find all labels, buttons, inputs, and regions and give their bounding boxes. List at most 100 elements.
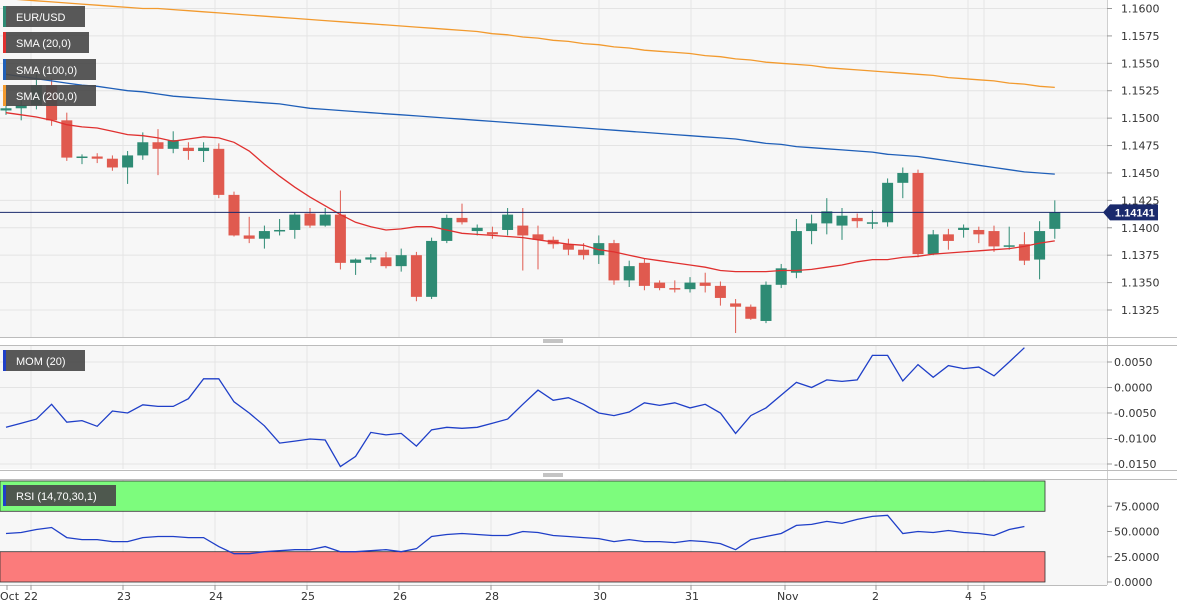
candle-body (486, 232, 498, 235)
candle (684, 277, 696, 293)
candle-body (623, 266, 635, 281)
legend-sma20-label: SMA (20,0) (16, 38, 71, 50)
price-plot (0, 0, 1107, 334)
rsi-overbought-zone (0, 480, 1046, 512)
legend-rsi-label: RSI (14,70,30,1) (16, 491, 97, 503)
candle-body (684, 282, 696, 290)
candle-body (15, 104, 27, 109)
candle-body (0, 108, 12, 111)
legend-tag-sma100[interactable]: SMA (100,0) (3, 59, 96, 80)
y-tick-label: 1.1375 (1121, 249, 1160, 262)
candle (167, 131, 179, 154)
candle-body (654, 282, 666, 289)
candle-body (213, 148, 225, 195)
candle (350, 258, 362, 275)
candle-body (608, 243, 620, 281)
y-tick-label: -0.0150 (1114, 458, 1156, 471)
legend-tag-momentum[interactable]: MOM (20) (3, 350, 85, 371)
candle-body (61, 120, 73, 158)
x-tick-label: 22 (24, 590, 38, 603)
legend-tag-rsi[interactable]: RSI (14,70,30,1) (3, 485, 116, 506)
legend-tag-symbol[interactable]: EUR/USD (3, 6, 85, 27)
candle (623, 260, 635, 287)
y-tick-label: 1.1525 (1121, 85, 1160, 98)
candle (274, 219, 286, 236)
candle-body (988, 231, 1000, 247)
candle (973, 226, 985, 244)
candle-body (198, 147, 210, 152)
legend-tag-sma20[interactable]: SMA (20,0) (3, 32, 89, 53)
candle-body (137, 142, 149, 156)
y-tick-label: 50.0000 (1114, 526, 1160, 539)
candle (137, 132, 149, 160)
pane-resize-handle[interactable] (543, 339, 563, 343)
candle (608, 239, 620, 285)
candle-body (578, 249, 590, 256)
candle-body (91, 156, 103, 159)
candle-body (76, 156, 88, 159)
candle (304, 208, 316, 228)
y-tick-label: -0.0050 (1114, 407, 1156, 420)
axis-labels: 1.1600 1.1575 1.1550 1.1525 1.1500 1.1475 1.14… (0, 3, 1160, 604)
x-tick-label: Nov (777, 590, 799, 603)
candle-body (456, 217, 468, 223)
candle (851, 213, 863, 228)
legend-tag-sma200[interactable]: SMA (200,0) (3, 85, 96, 106)
candle-body (289, 214, 301, 230)
x-tick-label: 2 (872, 590, 879, 603)
candle-body (471, 227, 483, 232)
y-tick-label: 1.1400 (1121, 222, 1160, 235)
candle (258, 225, 270, 249)
candle (182, 142, 194, 160)
candle-body (258, 231, 270, 239)
candle-body (122, 155, 134, 168)
candle (562, 238, 574, 256)
candle-body (882, 182, 894, 223)
candle-body (334, 214, 346, 263)
candle (122, 151, 134, 184)
candle-body (365, 257, 377, 260)
sma100-line (5, 73, 1055, 175)
price-pane (0, 0, 1107, 337)
candle (395, 248, 407, 272)
y-tick-label: 0.0000 (1114, 382, 1153, 395)
candle (1018, 232, 1030, 266)
candle-body (167, 140, 179, 149)
rsi-plot (5, 514, 1025, 555)
candle (334, 190, 346, 270)
candle (61, 112, 73, 161)
x-tick-label: 5 (980, 590, 987, 603)
x-tick-label: Oct (0, 590, 20, 603)
candle-body (228, 194, 240, 236)
candle (152, 129, 164, 176)
y-tick-label: -0.0100 (1114, 433, 1156, 446)
momentum-line (5, 347, 1025, 468)
candle-body (1049, 212, 1061, 229)
candle (1049, 200, 1061, 239)
y-tick-label: 1.1325 (1121, 304, 1160, 317)
candle (243, 216, 255, 244)
candle-body (851, 217, 863, 222)
legend-sma200-label: SMA (200,0) (16, 91, 77, 103)
candle (228, 191, 240, 237)
candle-body (912, 172, 924, 255)
candle (775, 263, 787, 289)
candle (790, 219, 802, 279)
candle (289, 212, 301, 239)
momentum-plot (5, 347, 1025, 468)
rsi-zones (0, 480, 1046, 583)
candle-body (730, 303, 742, 307)
x-tick-label: 28 (485, 590, 499, 603)
x-tick-label: 24 (209, 590, 223, 603)
candle (897, 167, 909, 199)
candle-body (669, 288, 681, 290)
legend-symbol-label: EUR/USD (16, 12, 66, 24)
sma20-line (5, 112, 1055, 273)
candle-body (973, 229, 985, 235)
candle (1003, 226, 1015, 250)
candle (365, 254, 377, 263)
pane-resize-handle[interactable] (543, 473, 563, 477)
candle (699, 272, 711, 293)
candle (942, 228, 954, 250)
